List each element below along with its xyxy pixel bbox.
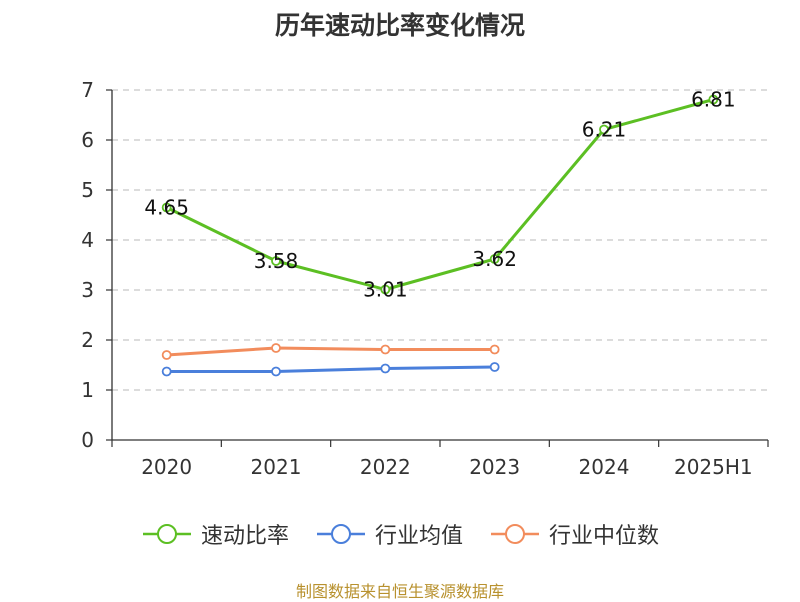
y-tick-label: 0	[81, 428, 94, 452]
series-point-1-2022	[380, 363, 391, 374]
data-label-2021: 3.58	[254, 249, 299, 273]
chart-title: 历年速动比率变化情况	[274, 11, 525, 40]
legend-label: 行业中位数	[549, 524, 660, 549]
x-tick-label: 2025H1	[674, 455, 753, 479]
y-tick-label: 5	[81, 178, 94, 202]
x-tick-label: 2020	[141, 455, 192, 479]
series-point-2-2023	[489, 344, 500, 355]
legend-item-0[interactable]: 速动比率	[141, 518, 289, 550]
series-point-2-2020	[161, 350, 172, 360]
x-tick-label: 2021	[251, 455, 302, 479]
legend-label: 速动比率	[200, 524, 289, 549]
series-point-0-2025H1	[708, 94, 719, 105]
legend-marker-icon	[142, 524, 191, 544]
series-layer	[161, 94, 719, 377]
y-tick-label: 7	[81, 78, 94, 102]
series-point-2-2021	[271, 343, 281, 353]
y-tick-label: 1	[81, 378, 94, 402]
series-point-0-2020	[161, 202, 172, 213]
x-tick-label: 2024	[579, 455, 630, 479]
y-tick-label: 3	[81, 278, 94, 302]
legend-marker-icon	[491, 524, 539, 544]
legend-label: 行业均值	[374, 524, 463, 549]
series-line-2	[166, 346, 495, 357]
data-label-2025H1: 6.81	[691, 88, 736, 112]
series-point-1-2023	[489, 362, 500, 372]
y-tick-label: 6	[81, 128, 94, 152]
x-tick-label: 2023	[469, 455, 520, 479]
legend-marker-circle	[156, 524, 177, 544]
series-line-1	[166, 365, 495, 373]
y-tick-label: 4	[81, 228, 94, 252]
series-point-1-2020	[161, 366, 172, 377]
data-label-2024: 6.21	[582, 118, 627, 142]
axes: 0 1 2 3 4 5 6 7 2020 2021 2022 2023 2024 2025H1	[81, 78, 769, 479]
legend-marker-icon	[316, 524, 365, 544]
data-label-2023: 3.62	[472, 247, 517, 271]
data-label-2020: 4.65	[144, 196, 189, 220]
legend: 速动比率 行业均值 行业中位数	[0, 518, 800, 550]
series-point-0-2024	[599, 124, 609, 135]
source-note: 制图数据来自恒生聚源数据库	[295, 582, 504, 601]
series-point-0-2023	[489, 254, 500, 264]
series-point-1-2021	[271, 366, 281, 377]
legend-item-2[interactable]: 行业中位数	[489, 518, 659, 550]
legend-marker-circle	[505, 524, 525, 544]
grid-lines	[112, 89, 768, 391]
legend-item-1[interactable]: 行业均值	[315, 518, 463, 550]
y-tick-label: 2	[81, 328, 94, 352]
data-label-2022: 3.01	[363, 278, 408, 302]
series-point-0-2021	[271, 256, 281, 266]
legend-marker-circle	[330, 524, 351, 544]
series-line-0	[166, 98, 714, 291]
series-point-2-2022	[380, 344, 391, 355]
data-labels: 4.65 3.58 3.01 3.62 6.21 6.81	[144, 88, 735, 302]
series-point-0-2022	[380, 284, 391, 295]
x-tick-label: 2022	[360, 455, 411, 479]
